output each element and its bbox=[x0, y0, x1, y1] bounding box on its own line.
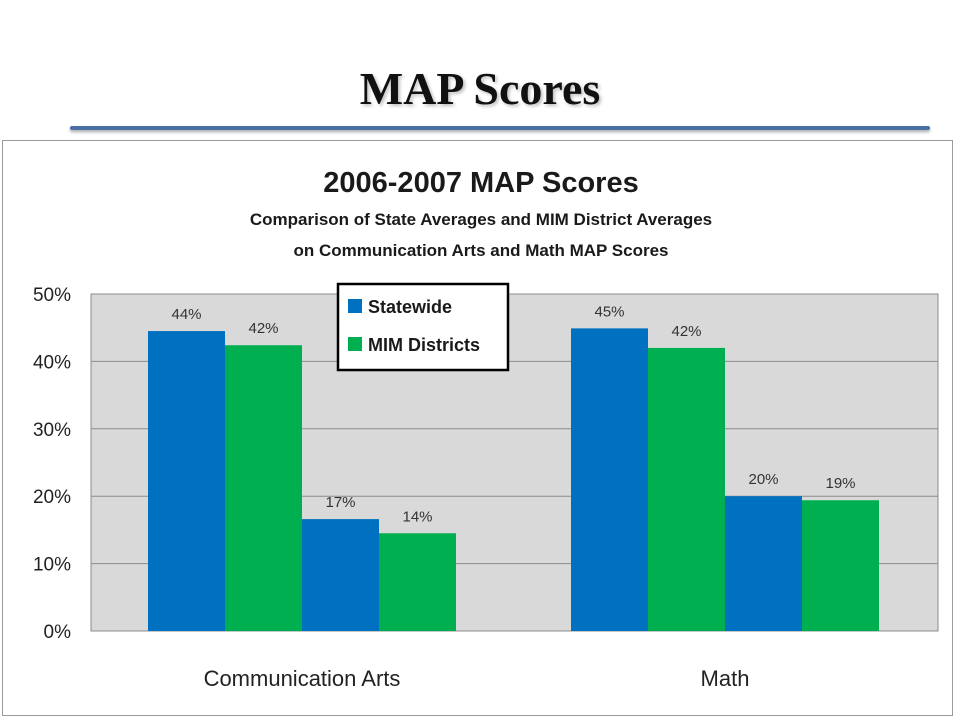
chart-title: 2006-2007 MAP Scores bbox=[323, 167, 638, 199]
data-label: 45% bbox=[594, 303, 624, 320]
bar-statewide bbox=[571, 328, 648, 631]
y-tick-label: 30% bbox=[33, 420, 71, 441]
legend-swatch-statewide bbox=[348, 299, 362, 313]
bar-mim-districts bbox=[648, 347, 725, 631]
data-label: 20% bbox=[748, 471, 778, 488]
data-label: 17% bbox=[325, 494, 355, 511]
bar-chart: 2006-2007 MAP Scores Comparison of State… bbox=[33, 167, 939, 691]
legend: Statewide MIM Districts bbox=[336, 282, 510, 372]
bar-statewide bbox=[725, 496, 802, 631]
chart-subtitle-line-2: on Communication Arts and Math MAP Score… bbox=[294, 241, 669, 260]
bar-mim-districts bbox=[379, 533, 456, 631]
y-tick-label: 40% bbox=[33, 352, 71, 373]
bar-mim-districts bbox=[225, 345, 302, 631]
bar-mim-districts bbox=[802, 500, 879, 631]
legend-swatch-mim-districts bbox=[348, 337, 362, 351]
bar-statewide bbox=[148, 331, 225, 631]
y-tick-label: 10% bbox=[33, 555, 71, 576]
data-label: 14% bbox=[402, 508, 432, 525]
x-category-label: Communication Arts bbox=[204, 666, 401, 691]
legend-label: MIM Districts bbox=[368, 335, 480, 355]
data-label: 42% bbox=[248, 320, 278, 337]
legend-label: Statewide bbox=[368, 297, 452, 317]
y-tick-label: 50% bbox=[33, 285, 71, 306]
legend-box bbox=[336, 282, 510, 372]
chart-subtitle-line-1: Comparison of State Averages and MIM Dis… bbox=[250, 210, 712, 229]
title-divider bbox=[70, 126, 930, 130]
y-tick-label: 20% bbox=[33, 487, 71, 508]
data-label: 19% bbox=[825, 475, 855, 492]
bar-statewide bbox=[302, 519, 379, 631]
data-label: 42% bbox=[671, 323, 701, 340]
chart-frame: 2006-2007 MAP Scores Comparison of State… bbox=[2, 140, 953, 716]
plot-area: 0% 10% 20% 30% 40% 50% 44% 45% 42% 42% 17% 20% 14% 19… bbox=[33, 285, 939, 691]
slide-title: MAP Scores bbox=[359, 63, 601, 114]
x-category-label: Math bbox=[701, 666, 750, 691]
y-tick-label: 0% bbox=[44, 622, 72, 643]
data-label: 44% bbox=[171, 306, 201, 323]
